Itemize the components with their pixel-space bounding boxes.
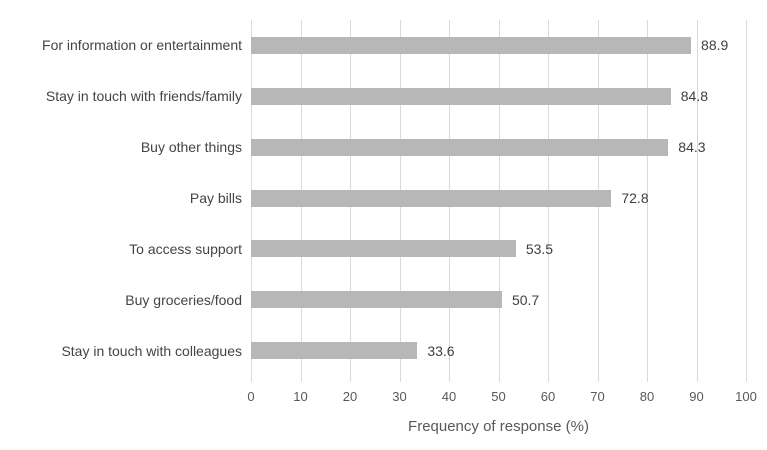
value-label: 84.8 xyxy=(680,88,708,105)
x-axis-tick-label: 20 xyxy=(342,389,358,404)
value-label: 53.5 xyxy=(525,240,554,257)
value-label: 88.9 xyxy=(701,37,729,54)
x-axis-tick-label: 90 xyxy=(689,389,704,404)
category-label: For information or entertainment xyxy=(42,37,242,54)
gridline xyxy=(696,20,698,376)
category-label: Buy other things xyxy=(140,139,242,156)
x-axis-tick-label: 0 xyxy=(247,389,255,404)
bar xyxy=(251,189,612,207)
x-axis-title: Frequency of response (%) xyxy=(408,418,589,435)
x-axis-tick-label: 50 xyxy=(491,389,506,404)
value-label: 50.7 xyxy=(511,291,540,308)
category-label: Buy groceries/food xyxy=(125,291,242,308)
bar xyxy=(251,291,502,309)
category-label: To access support xyxy=(129,240,242,257)
value-label: 72.8 xyxy=(621,190,649,206)
x-axis-tick xyxy=(350,376,351,382)
category-label: Pay bills xyxy=(189,190,242,206)
x-axis-tick xyxy=(548,376,549,382)
x-axis-tick xyxy=(696,376,698,382)
x-axis-tick xyxy=(251,376,252,382)
x-axis-tick-label: 80 xyxy=(639,389,655,404)
x-axis-tick-label: 10 xyxy=(293,389,308,404)
x-axis-tick xyxy=(399,376,401,382)
bar xyxy=(251,138,669,156)
category-label: Stay in touch with colleagues xyxy=(61,342,242,359)
x-axis-tick xyxy=(449,376,450,382)
value-label: 33.6 xyxy=(427,342,455,359)
bar xyxy=(251,87,671,105)
gridline xyxy=(647,20,648,376)
gridline xyxy=(746,20,747,376)
x-axis-tick xyxy=(647,376,648,382)
x-axis-tick-label: 30 xyxy=(392,389,407,404)
x-axis-tick-label: 100 xyxy=(735,389,757,404)
x-axis-tick xyxy=(746,376,747,382)
x-axis-tick-label: 40 xyxy=(441,389,457,404)
category-label: Stay in touch with friends/family xyxy=(45,88,242,105)
x-axis-tick-label: 60 xyxy=(540,389,556,404)
bar xyxy=(251,36,692,54)
x-axis-tick xyxy=(498,376,500,382)
x-axis-tick-label: 70 xyxy=(590,389,605,404)
bar xyxy=(251,342,418,360)
bar xyxy=(251,240,516,258)
x-axis-tick xyxy=(300,376,302,382)
x-axis-tick xyxy=(597,376,599,382)
value-label: 84.3 xyxy=(678,139,706,156)
